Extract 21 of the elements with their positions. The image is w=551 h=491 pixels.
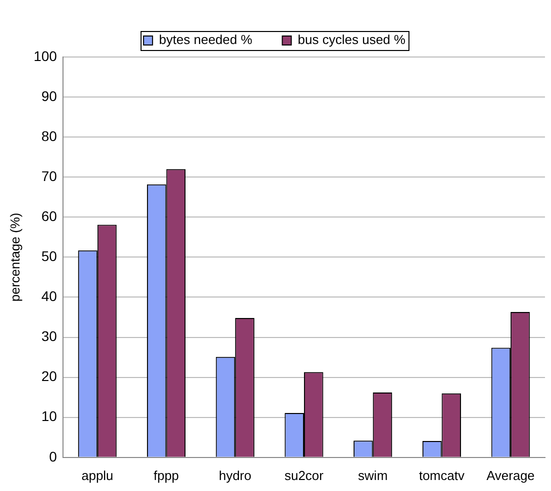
y-tick-label: 30 [41,328,58,344]
y-tick-label: 100 [34,48,58,64]
y-tick-label: 10 [41,408,58,424]
y-tick-label: 60 [41,208,58,224]
x-tick-label: tomcatv [418,468,465,483]
legend-label: bus cycles used % [298,32,406,48]
y-tick-label: 90 [41,88,58,104]
x-tick-label: applu [81,468,114,483]
y-tick-label: 20 [41,368,58,384]
x-tick-label: fppp [154,468,179,483]
y-tick-label: 0 [49,448,58,464]
x-tick-label: su2cor [284,468,324,483]
y-tick-label: 80 [41,128,58,144]
y-axis-title: percentage (%) [7,212,22,302]
x-tick-label: Average [486,468,535,483]
x-tick-label: hydro [218,468,252,483]
y-tick-label: 40 [41,288,58,304]
x-tick-label: swim [358,468,388,483]
legend-label: bytes needed % [159,32,253,48]
y-tick-label: 70 [41,168,58,184]
y-tick-label: 50 [41,248,58,264]
